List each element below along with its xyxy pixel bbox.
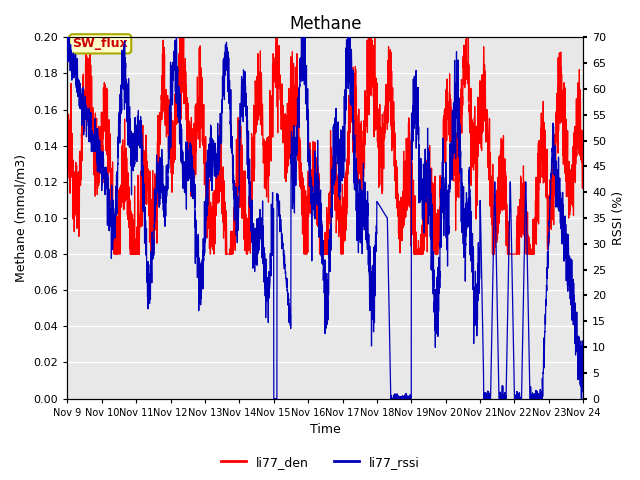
Title: Methane: Methane bbox=[289, 15, 362, 33]
Legend: li77_den, li77_rssi: li77_den, li77_rssi bbox=[216, 451, 424, 474]
Y-axis label: RSSI (%): RSSI (%) bbox=[612, 191, 625, 245]
Text: SW_flux: SW_flux bbox=[72, 37, 128, 50]
Y-axis label: Methane (mmol/m3): Methane (mmol/m3) bbox=[15, 154, 28, 282]
X-axis label: Time: Time bbox=[310, 423, 340, 436]
